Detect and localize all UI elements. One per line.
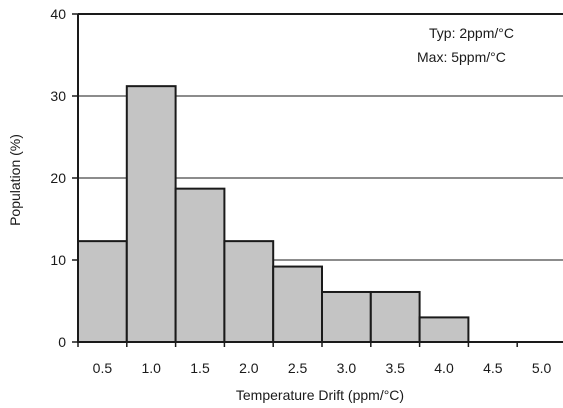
x-tick-label-3.5: 3.5	[385, 360, 405, 376]
bar-3.5	[369, 290, 421, 344]
y-tick-label-30: 30	[50, 88, 66, 104]
x-axis-title: Temperature Drift (ppm/°C)	[236, 387, 404, 403]
x-tick-label-2.5: 2.5	[288, 360, 308, 376]
annotation-max: Max: 5ppm/°C	[417, 49, 506, 65]
x-tick-label-1.0: 1.0	[141, 360, 161, 376]
bar-0.5	[77, 240, 128, 343]
y-tick-label-40: 40	[50, 6, 66, 22]
x-tick-label-2.0: 2.0	[239, 360, 259, 376]
annotation-typ: Typ: 2ppm/°C	[429, 25, 514, 41]
bar-2.5	[272, 265, 324, 343]
x-tick-label-4.5: 4.5	[483, 360, 503, 376]
bar-1.5	[174, 187, 226, 343]
y-tick-label-10: 10	[50, 252, 66, 268]
bar-4.0	[418, 316, 470, 343]
bar-2.0	[223, 240, 275, 343]
y-tick-labels: 0 10 20 30 40	[50, 6, 66, 350]
bars	[77, 85, 470, 344]
y-tick-label-20: 20	[50, 170, 66, 186]
bar-1.0	[125, 85, 177, 343]
x-tick-label-0.5: 0.5	[93, 360, 113, 376]
x-tick-label-5.0: 5.0	[532, 360, 552, 376]
x-tick-label-4.0: 4.0	[434, 360, 454, 376]
y-axis-title: Population (%)	[7, 134, 23, 226]
x-tick-label-3.0: 3.0	[337, 360, 357, 376]
y-tick-label-0: 0	[58, 334, 66, 350]
bar-3.0	[321, 290, 372, 344]
x-tick-labels: 0.5 1.0 1.5 2.0 2.5 3.0 3.5 4.0 4.5 5.0	[93, 360, 552, 376]
x-tick-label-1.5: 1.5	[190, 360, 210, 376]
plot-frame	[72, 13, 563, 347]
